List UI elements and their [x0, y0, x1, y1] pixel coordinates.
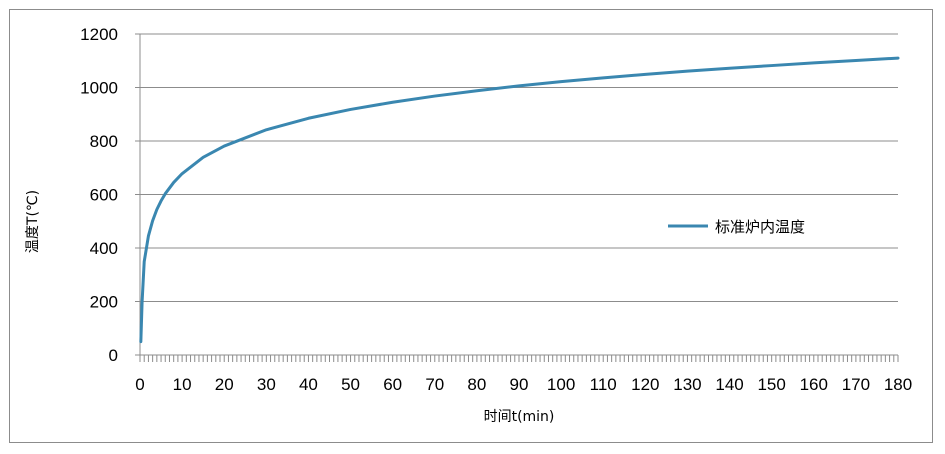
x-tick-label-130: 130: [673, 375, 701, 394]
x-tick-label-30: 30: [257, 375, 276, 394]
x-tick-label-90: 90: [510, 375, 529, 394]
y-tick-label-200: 200: [90, 293, 118, 312]
x-tick-label-140: 140: [715, 375, 743, 394]
y-tick-label-1200: 1200: [80, 25, 118, 44]
x-tick-label-150: 150: [757, 375, 785, 394]
y-axis-label: 温度T(℃): [25, 190, 41, 253]
chart-frame: [9, 9, 933, 443]
grid-lines: [140, 33, 898, 302]
x-tick-label-50: 50: [341, 375, 360, 394]
legend-label: 标准炉内温度: [715, 218, 805, 236]
x-tick-label-100: 100: [547, 375, 575, 394]
x-tick-label-10: 10: [173, 375, 192, 394]
legend: 标准炉内温度: [668, 218, 805, 236]
x-tick-label-20: 20: [215, 375, 234, 394]
x-tick-label-160: 160: [800, 375, 828, 394]
y-tick-label-800: 800: [90, 132, 118, 151]
series-lines: [139, 56, 900, 344]
tick-labels: 0 200 400 600 800 1000 1200 0 10 20 30 40 50 60 70 80 90…: [80, 25, 912, 394]
x-tick-label-40: 40: [299, 375, 318, 394]
x-tick-label-70: 70: [425, 375, 444, 394]
x-tick-label-0: 0: [135, 375, 144, 394]
axes: [135, 33, 899, 362]
x-tick-label-110: 110: [590, 375, 617, 394]
y-tick-label-0: 0: [109, 346, 118, 365]
y-tick-label-400: 400: [90, 239, 118, 258]
y-tick-label-1000: 1000: [80, 79, 118, 98]
x-tick-label-60: 60: [383, 375, 402, 394]
x-minor-ticks: [139, 355, 899, 362]
x-tick-label-180: 180: [884, 375, 912, 394]
x-tick-label-80: 80: [467, 375, 486, 394]
y-tick-label-600: 600: [90, 186, 118, 205]
x-tick-label-120: 120: [631, 375, 659, 394]
x-tick-label-170: 170: [842, 375, 870, 394]
series-line-0: [139, 56, 900, 344]
x-axis-label: 时间t(min): [484, 409, 555, 425]
